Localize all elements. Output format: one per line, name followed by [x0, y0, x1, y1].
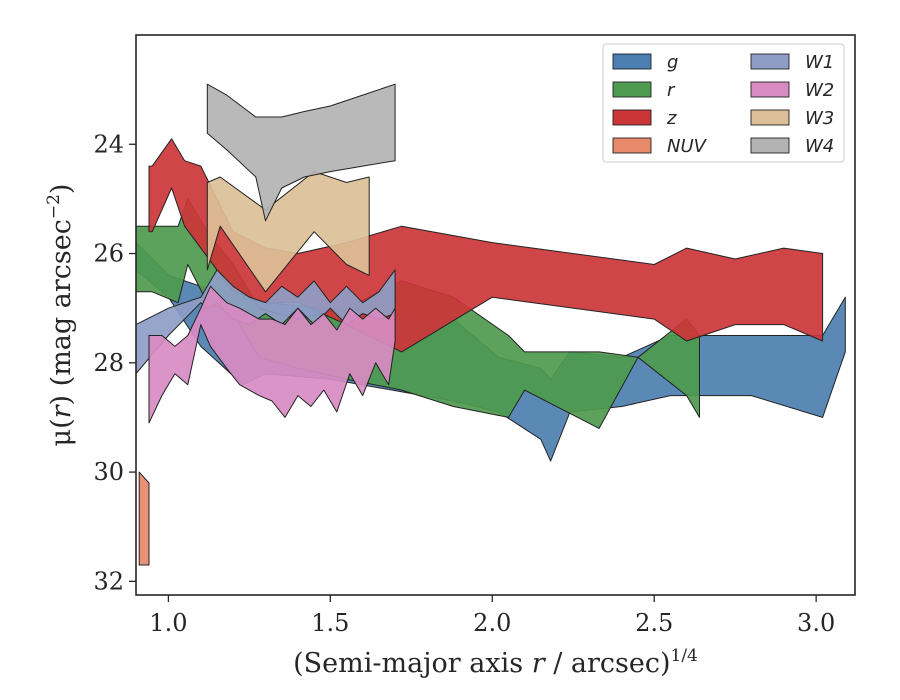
legend-item-w4: W4: [750, 136, 834, 157]
legend-swatch: [612, 81, 652, 98]
x-axis: 1.0 1.5 2.0 2.5 3.0: [149, 595, 835, 637]
band-w4: [206, 83, 396, 222]
legend-swatch: [612, 53, 652, 70]
band-w2: [148, 285, 396, 424]
legend-swatch: [750, 137, 790, 154]
band-nuv: [138, 471, 150, 566]
legend-label: NUV: [667, 136, 708, 157]
legend-swatch: [750, 109, 790, 126]
x-axis-label-var: r: [532, 648, 547, 679]
legend-box: [602, 43, 845, 163]
legend-swatch: [750, 81, 790, 98]
y-axis-label-pre: μ(: [46, 418, 77, 446]
x-tick-label: 1.0: [149, 609, 187, 637]
legend-label: W3: [805, 108, 834, 129]
legend-swatch: [750, 53, 790, 70]
x-axis-label-post: / arcsec): [545, 648, 671, 679]
legend: grz NUV W1 W2 W3 W4: [602, 43, 845, 163]
x-tick-label: 2.5: [635, 609, 673, 637]
y-axis: 24 26 28 30 32: [93, 130, 136, 595]
legend-item-g: g: [612, 52, 678, 73]
legend-swatch: [612, 137, 652, 154]
x-tick-label: 2.0: [473, 609, 511, 637]
legend-item-w3: W3: [750, 108, 834, 129]
legend-item-z: z: [612, 108, 677, 129]
y-tick-label: 30: [93, 458, 124, 486]
legend-label: W4: [805, 136, 834, 157]
y-axis-label-post: ) (mag arcsec: [46, 219, 77, 405]
legend-label: g: [667, 52, 678, 73]
legend-label: W2: [805, 80, 834, 101]
y-axis-label-end: ): [46, 184, 77, 195]
plot-frame: [135, 34, 856, 596]
legend-item-r: r: [612, 80, 676, 101]
y-tick-label: 32: [93, 567, 124, 595]
y-axis-label: μ(r) (mag arcsec−2): [44, 184, 77, 447]
x-axis-label: (Semi-major axis r / arcsec)1/4: [293, 646, 698, 679]
x-axis-label-pre: (Semi-major axis: [293, 648, 532, 679]
y-axis-label-exponent: −2: [44, 194, 64, 219]
x-axis-label-exponent: 1/4: [671, 646, 698, 666]
y-tick-label: 26: [93, 240, 124, 268]
x-tick-label: 1.5: [311, 609, 349, 637]
legend-item-nuv: NUV: [612, 136, 708, 157]
legend-label: W1: [805, 52, 834, 73]
legend-label: z: [666, 108, 677, 129]
legend-item-w1: W1: [750, 52, 834, 73]
legend-item-w2: W2: [750, 80, 834, 101]
y-tick-label: 24: [93, 130, 124, 158]
y-axis-label-var: r: [46, 403, 77, 418]
legend-label: r: [667, 80, 676, 101]
legend-swatch: [612, 109, 652, 126]
x-tick-label: 3.0: [797, 609, 835, 637]
y-tick-label: 28: [93, 349, 124, 377]
series-bands: [136, 83, 846, 566]
